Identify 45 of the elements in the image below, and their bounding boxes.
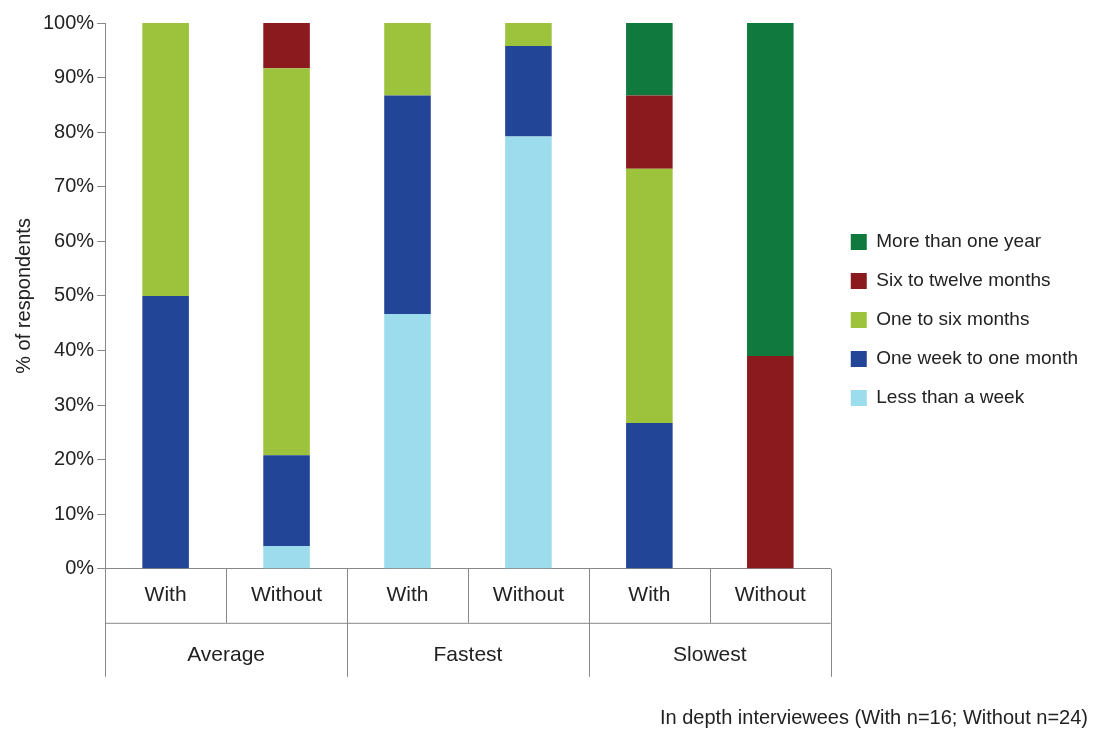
bar bbox=[263, 23, 310, 69]
text: In depth interviewees (With n=16; Without n=24) bbox=[659, 705, 1088, 728]
x-tick-label: Without bbox=[734, 582, 807, 606]
bar bbox=[384, 95, 431, 314]
y-tick-label: 40% bbox=[54, 338, 95, 360]
bar bbox=[505, 45, 552, 137]
x-tick-label: With bbox=[386, 582, 429, 606]
text: Slowest bbox=[673, 641, 747, 665]
bar bbox=[626, 168, 673, 424]
x-tick-label: Without bbox=[250, 582, 323, 606]
bar bbox=[505, 23, 552, 46]
x-tick-label: Without bbox=[492, 582, 565, 606]
x-tick-label: With bbox=[628, 582, 671, 606]
bar bbox=[747, 23, 794, 356]
y-tick-label: 50% bbox=[54, 283, 95, 306]
text: Average bbox=[187, 641, 266, 665]
y-tick-label: 70% bbox=[54, 174, 95, 197]
bar bbox=[142, 23, 189, 296]
legend-label: One week to one month bbox=[876, 347, 1079, 369]
bar bbox=[626, 423, 673, 569]
bar bbox=[505, 136, 552, 569]
y-tick-label: 0% bbox=[65, 556, 95, 579]
bar bbox=[384, 23, 431, 96]
text: Fastest bbox=[433, 641, 503, 665]
y-tick-label: 20% bbox=[54, 447, 95, 470]
y-tick-label: 30% bbox=[54, 392, 95, 415]
legend-label: One to six months bbox=[876, 308, 1030, 330]
y-tick-label: 80% bbox=[54, 119, 95, 142]
bar bbox=[263, 68, 310, 456]
legend-label: Less than a week bbox=[876, 386, 1025, 408]
bar bbox=[626, 23, 673, 96]
bar bbox=[626, 95, 673, 169]
bar bbox=[263, 455, 310, 546]
bar bbox=[142, 295, 189, 569]
bar bbox=[384, 313, 431, 569]
y-axis-title: % of respondents bbox=[11, 218, 34, 374]
y-tick-label: 60% bbox=[54, 228, 95, 251]
y-tick-label: 90% bbox=[54, 65, 95, 88]
y-tick-label: 10% bbox=[54, 501, 95, 524]
legend-label: More than one year bbox=[876, 230, 1042, 252]
x-tick-label: With bbox=[144, 582, 187, 606]
legend-label: Six to twelve months bbox=[876, 269, 1051, 291]
bar bbox=[263, 545, 310, 569]
y-tick-label: 100% bbox=[43, 10, 95, 33]
bar bbox=[747, 355, 794, 569]
